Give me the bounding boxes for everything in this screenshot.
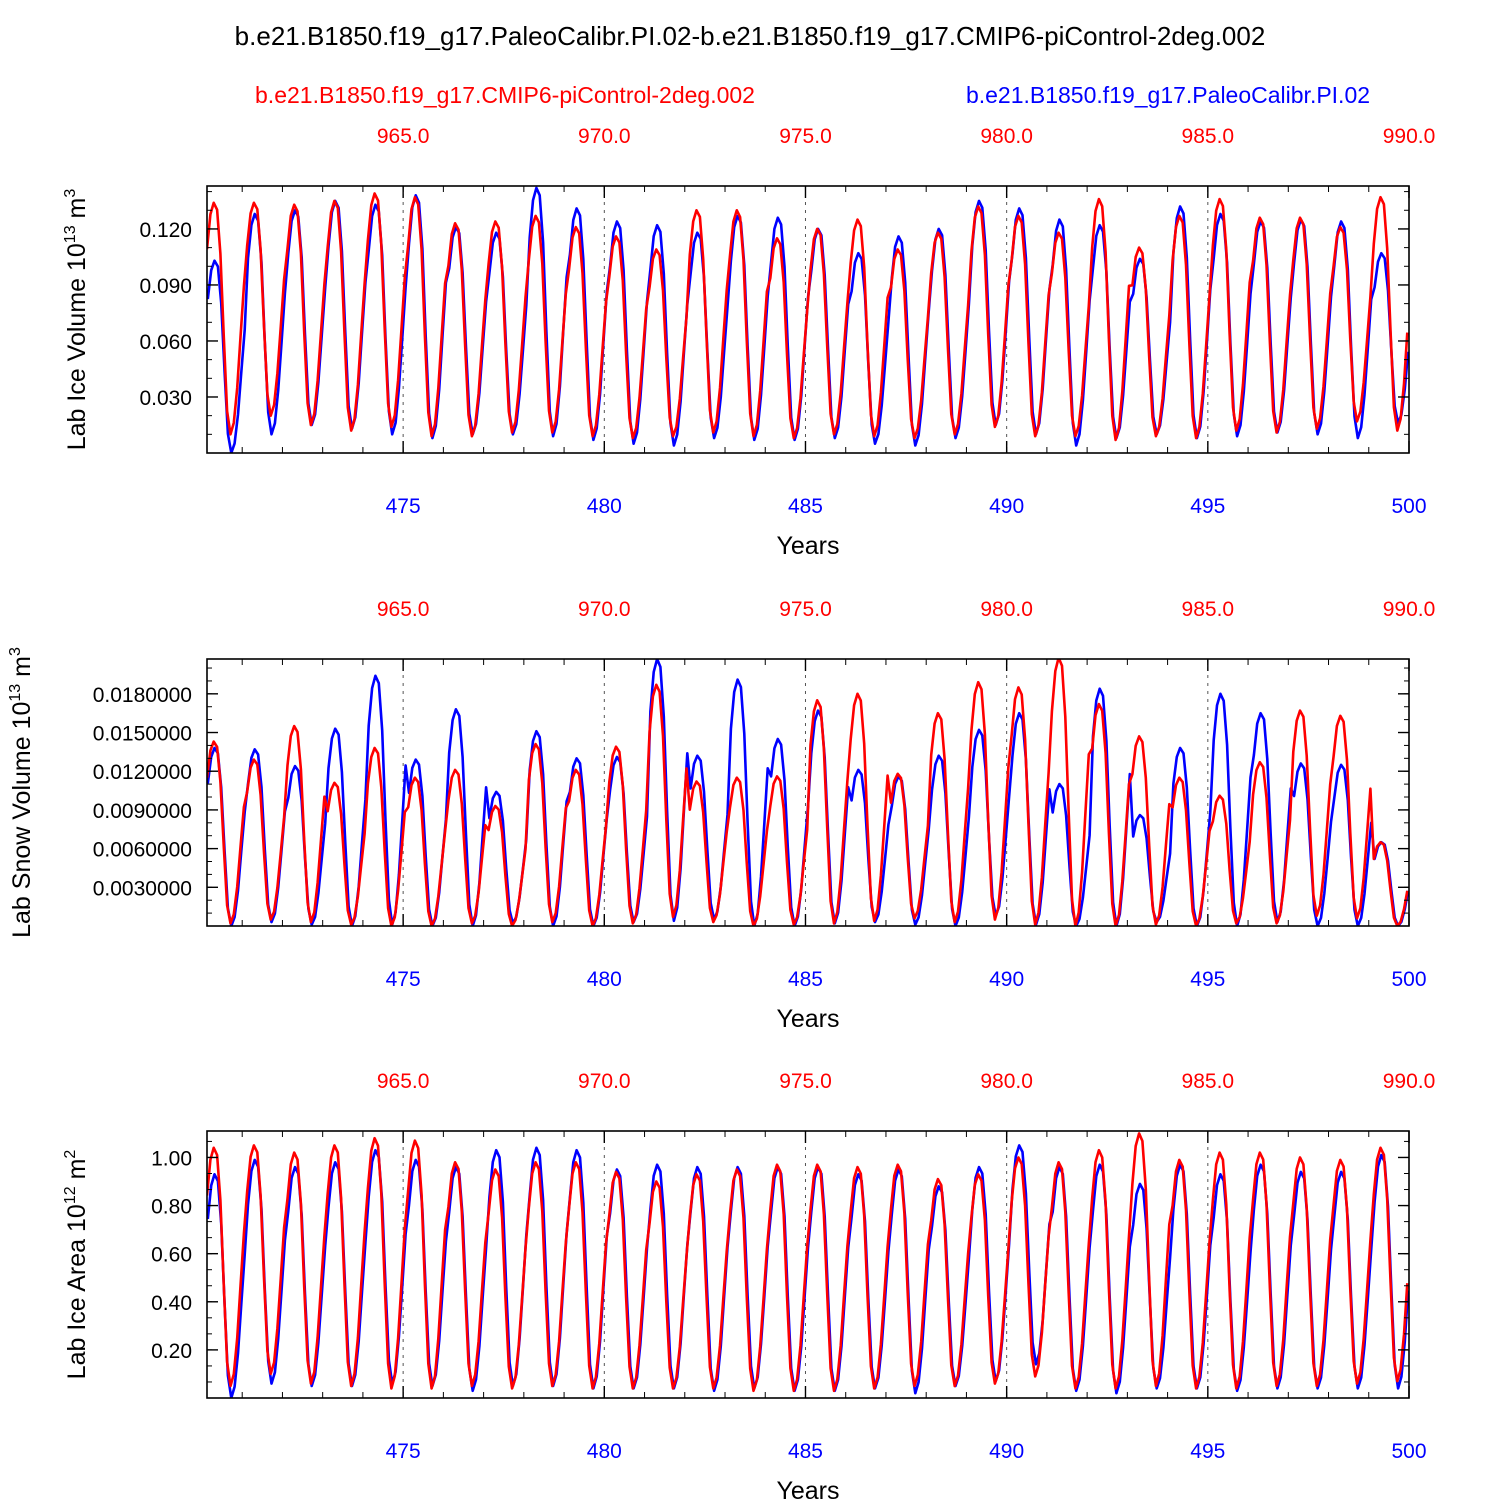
x-tick-label-bottom: 500	[1391, 1440, 1426, 1463]
y-axis-label-main: Lab Ice Area 10	[63, 1204, 91, 1379]
x-tick-label-bottom: 485	[788, 968, 823, 991]
y-axis-label-unit: m	[8, 656, 36, 684]
y-axis-label: Lab Snow Volume 1013 m3	[7, 647, 36, 938]
x-tick-label-top: 965.0	[377, 598, 430, 621]
y-axis-label-main: Lab Ice Volume 10	[63, 243, 91, 450]
x-tick-label-top: 985.0	[1182, 598, 1235, 621]
y-axis-label-unit: m	[63, 198, 91, 226]
x-tick-label-top: 975.0	[779, 598, 832, 621]
x-tick-label-bottom: 495	[1190, 1440, 1225, 1463]
chart-panel-3: 0.20 0.40 0.60 0.80 1.00 475 965.0 480 970.0 485 9…	[62, 1070, 1435, 1500]
y-axis-label-exp: 12	[62, 1186, 79, 1204]
x-tick-label-top: 985.0	[1182, 1070, 1235, 1093]
x-tick-label-top: 990.0	[1383, 1070, 1436, 1093]
y-tick-label: 0.0060000	[93, 839, 192, 862]
y-axis-label-unit-exp: 2	[62, 1150, 79, 1159]
x-tick-label-bottom: 490	[989, 1440, 1024, 1463]
y-tick-label: 0.120	[139, 219, 192, 242]
y-axis-label-exp: 13	[62, 225, 79, 243]
figure-title: b.e21.B1850.f19_g17.PaleoCalibr.PI.02-b.…	[235, 21, 1266, 51]
x-tick-label-bottom: 500	[1391, 968, 1426, 991]
y-tick-label: 0.0030000	[93, 877, 192, 900]
y-tick-label: 0.40	[151, 1292, 192, 1315]
x-tick-label-top: 990.0	[1383, 598, 1436, 621]
y-tick-label: 0.20	[151, 1340, 192, 1363]
y-tick-label: 0.0090000	[93, 800, 192, 823]
x-tick-label-top: 975.0	[779, 125, 832, 148]
x-tick-label-bottom: 475	[386, 1440, 421, 1463]
x-tick-label-top: 970.0	[578, 598, 631, 621]
x-tick-label-bottom: 485	[788, 1440, 823, 1463]
y-axis-label-exp: 13	[7, 684, 24, 702]
x-tick-label-bottom: 495	[1190, 968, 1225, 991]
x-tick-label-bottom: 480	[587, 495, 622, 518]
x-tick-label-bottom: 475	[386, 495, 421, 518]
y-tick-label: 0.030	[139, 387, 192, 410]
x-tick-label-bottom: 480	[587, 968, 622, 991]
y-tick-label: 1.00	[151, 1147, 192, 1170]
y-tick-label: 0.80	[151, 1196, 192, 1219]
x-tick-label-bottom: 480	[587, 1440, 622, 1463]
x-tick-label-top: 965.0	[377, 1070, 430, 1093]
x-tick-label-top: 985.0	[1182, 125, 1235, 148]
x-tick-label-top: 965.0	[377, 125, 430, 148]
y-tick-label: 0.0120000	[93, 761, 192, 784]
x-tick-label-bottom: 485	[788, 495, 823, 518]
x-axis-label: Years	[776, 532, 839, 560]
x-tick-label-top: 980.0	[980, 125, 1033, 148]
y-axis-label-unit-exp: 3	[7, 647, 24, 656]
y-tick-label: 0.60	[151, 1244, 192, 1267]
x-axis-label: Years	[776, 1005, 839, 1033]
y-axis-label-unit-exp: 3	[62, 189, 79, 198]
x-tick-label-bottom: 495	[1190, 495, 1225, 518]
y-axis-label: Lab Ice Volume 1013 m3	[62, 189, 91, 451]
chart-panel-1: 0.030 0.060 0.090 0.120 475 965.0 480 970.0 485 9…	[62, 125, 1435, 560]
y-axis-label-main: Lab Snow Volume 10	[8, 702, 36, 938]
legend-red-series: b.e21.B1850.f19_g17.CMIP6-piControl-2deg…	[255, 82, 755, 108]
series-line-red	[207, 192, 1409, 442]
x-axis-label: Years	[776, 1477, 839, 1500]
y-axis-label: Lab Ice Area 1012 m2	[62, 1150, 91, 1380]
x-tick-label-top: 980.0	[980, 598, 1033, 621]
legend-blue-series: b.e21.B1850.f19_g17.PaleoCalibr.PI.02	[966, 82, 1370, 108]
panels: 0.030 0.060 0.090 0.120 475 965.0 480 970.0 485 9…	[7, 125, 1435, 1500]
y-tick-label: 0.090	[139, 275, 192, 298]
series-line-red	[207, 1132, 1409, 1393]
x-tick-label-top: 970.0	[578, 125, 631, 148]
x-tick-label-bottom: 475	[386, 968, 421, 991]
chart-panel-2: 0.0030000 0.0060000 0.0090000 0.0120000 0.01…	[7, 598, 1435, 1033]
x-tick-label-top: 980.0	[980, 1070, 1033, 1093]
x-tick-label-top: 975.0	[779, 1070, 832, 1093]
x-tick-label-bottom: 500	[1391, 495, 1426, 518]
x-tick-label-top: 990.0	[1383, 125, 1436, 148]
x-tick-label-top: 970.0	[578, 1070, 631, 1093]
y-tick-label: 0.0150000	[93, 723, 192, 746]
plot-frame	[206, 1130, 1410, 1399]
x-tick-label-bottom: 490	[989, 968, 1024, 991]
y-axis-label-unit: m	[63, 1159, 91, 1187]
x-tick-label-bottom: 490	[989, 495, 1024, 518]
y-tick-label: 0.0180000	[93, 684, 192, 707]
y-tick-label: 0.060	[139, 331, 192, 354]
plot-frame	[206, 185, 1410, 454]
plot-frame	[206, 658, 1410, 927]
series-line-red	[207, 659, 1409, 926]
